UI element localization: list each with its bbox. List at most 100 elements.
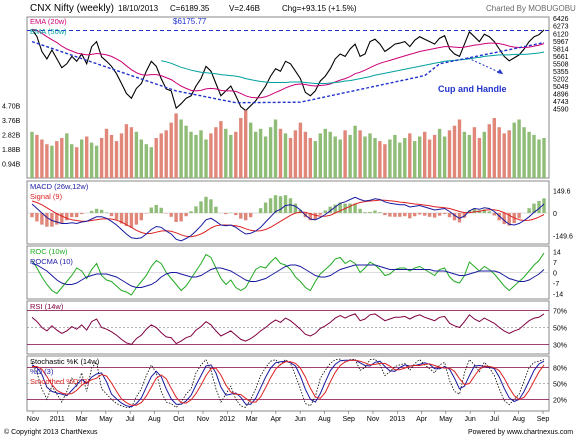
legend-entry: ROC (10w) <box>30 247 68 256</box>
price-tick-label: 4743 <box>553 99 569 106</box>
macd-histogram-bar <box>527 208 530 213</box>
volume-bar <box>75 147 78 178</box>
volume-bar <box>85 137 88 179</box>
volume-bar <box>239 118 242 178</box>
volume-tick-label: 2.82B <box>2 133 21 140</box>
macd-histogram-bar <box>443 213 446 214</box>
volume-bar <box>428 140 431 179</box>
roc-tick-label: -14 <box>553 292 563 299</box>
volume-bar <box>493 118 496 178</box>
chart-date: 18/10/2013 <box>118 4 159 13</box>
roc-tick-label: 7 <box>553 260 557 267</box>
volume-bar <box>199 130 202 178</box>
volume-bar <box>304 132 307 178</box>
volume-bar <box>40 140 43 179</box>
macd-histogram-bar <box>503 213 506 224</box>
macd-histogram-bar <box>438 213 441 216</box>
price-tick-label: 6273 <box>553 24 569 31</box>
legend-entry: Stochastic %K (14w) <box>30 357 100 366</box>
macd-histogram-bar <box>264 203 267 214</box>
volume-bar <box>289 138 292 178</box>
volume-bar <box>284 133 287 178</box>
volume-bar <box>70 144 73 178</box>
macd-histogram-bar <box>80 213 83 214</box>
macd-histogram-bar <box>115 213 118 220</box>
macd-histogram-bar <box>199 201 202 213</box>
volume-bar <box>55 141 58 178</box>
macd-histogram-bar <box>393 213 396 217</box>
volume-bar <box>373 138 376 178</box>
volume-bar <box>438 129 441 178</box>
macd-histogram-bar <box>388 213 391 217</box>
macd-histogram-bar <box>428 213 431 217</box>
x-tick-label: 2013 <box>390 416 406 423</box>
volume-bar <box>448 130 451 178</box>
volume-bar <box>453 126 456 178</box>
macd-histogram-bar <box>140 213 143 220</box>
macd-histogram-bar <box>189 211 192 213</box>
macd-histogram-bar <box>244 213 247 220</box>
macd-histogram-bar <box>269 198 272 213</box>
macd-histogram-bar <box>284 195 287 213</box>
macd-histogram-bar <box>403 213 406 216</box>
volume-bar <box>60 138 63 178</box>
volume-bar <box>458 120 461 179</box>
volume-bar <box>363 137 366 179</box>
macd-histogram-bar <box>135 213 138 225</box>
volume-bar <box>413 141 416 178</box>
macd-tick-label: 0 <box>553 211 557 218</box>
volume-bar <box>229 135 232 178</box>
macd-histogram-bar <box>239 213 242 219</box>
volume-bar <box>294 130 297 178</box>
price-tick-label: 5202 <box>553 77 569 84</box>
volume-bar <box>244 110 247 178</box>
volume-bar <box>358 130 361 178</box>
stochastic-tick-label: 50% <box>553 382 567 389</box>
volume-bar <box>269 127 272 178</box>
volume-bar <box>353 126 356 178</box>
macd-histogram-bar <box>279 196 282 213</box>
volume-bar <box>155 138 158 178</box>
macd-histogram-bar <box>110 213 113 216</box>
change-readout: Chg=+93.15 (+1.5%) <box>282 4 357 13</box>
volume-bar <box>274 120 277 179</box>
x-tick-label: Aug <box>148 416 161 423</box>
macd-histogram-bar <box>348 204 351 213</box>
stochastic-tick-label: 20% <box>553 397 567 404</box>
volume-bar <box>50 146 53 178</box>
macd-histogram-bar <box>105 212 108 213</box>
x-tick-label: Oct <box>173 416 184 423</box>
macd-histogram-bar <box>130 213 133 228</box>
roc-tick-label: 14 <box>553 250 561 257</box>
macd-histogram-bar <box>170 213 173 217</box>
volume-tick-label: 3.76B <box>2 118 21 125</box>
volume-bar <box>110 135 113 178</box>
macd-histogram-bar <box>150 208 153 214</box>
macd-histogram-bar <box>408 213 411 218</box>
copyright-label: © Copyright 2013 ChartNexus <box>4 428 98 436</box>
x-tick-label: Nov <box>197 416 210 423</box>
volume-bar <box>45 144 48 178</box>
volume-bar <box>249 123 252 178</box>
macd-histogram-bar <box>204 197 207 213</box>
volume-bar <box>30 132 33 178</box>
volume-readout: V=2.46B <box>229 4 260 13</box>
volume-bar <box>160 133 163 178</box>
volume-bar <box>80 140 83 179</box>
macd-histogram-bar <box>179 213 182 221</box>
x-tick-label: Apr <box>416 416 428 423</box>
volume-bar <box>348 135 351 178</box>
legend-entry: Smoothed %D (3) <box>30 377 90 386</box>
volume-bar <box>403 138 406 178</box>
volume-bar <box>170 123 173 178</box>
legend-entry: EMA (20w) <box>30 17 67 26</box>
volume-bar <box>503 133 506 178</box>
volume-bar <box>532 135 535 178</box>
macd-histogram-bar <box>324 211 327 214</box>
macd-histogram-bar <box>314 213 317 219</box>
macd-histogram-bar <box>423 213 426 216</box>
macd-histogram-bar <box>45 213 48 227</box>
volume-bar <box>125 124 128 178</box>
volume-bar <box>522 127 525 178</box>
